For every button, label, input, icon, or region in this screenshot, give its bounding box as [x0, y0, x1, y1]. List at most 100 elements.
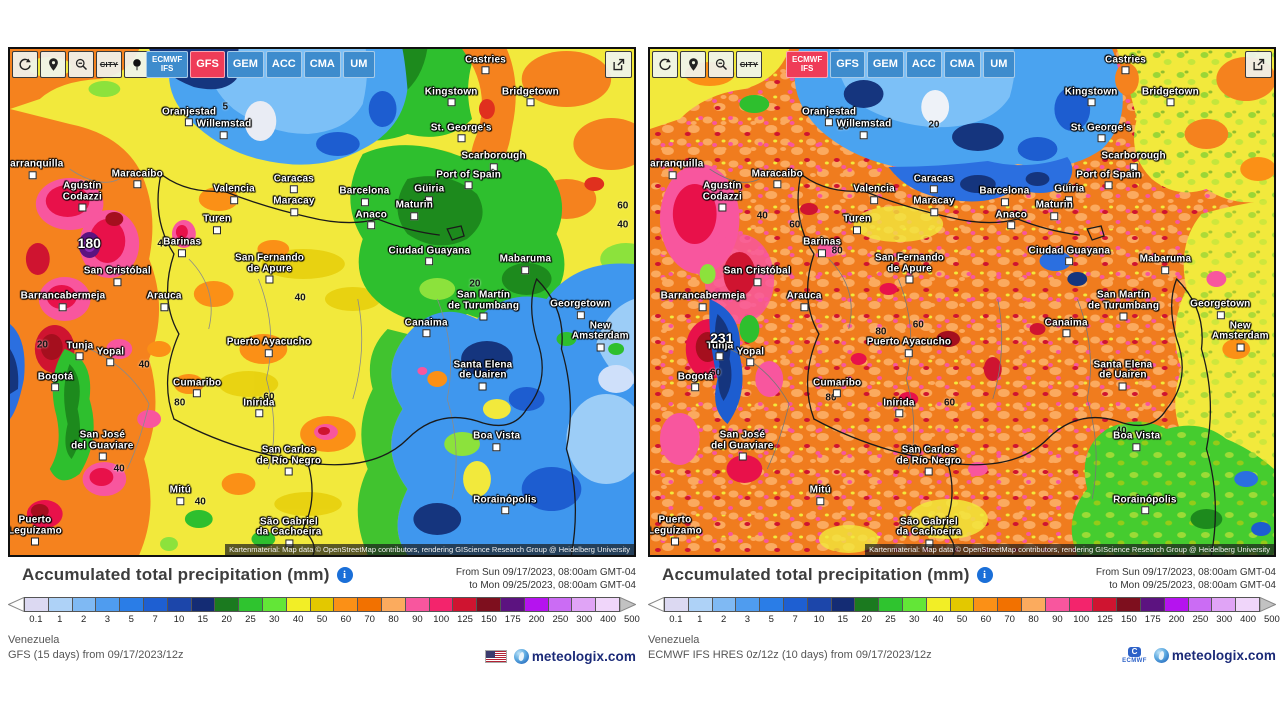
scale-tick-label: 100: [433, 614, 450, 625]
date-from: From Sun 09/17/2023, 08:00am GMT-04: [455, 567, 636, 578]
scale-color-cell: [855, 598, 880, 611]
model-button-gem[interactable]: GEM: [866, 51, 904, 78]
scale-color-cell: [191, 598, 216, 611]
meteologix-logo[interactable]: meteologix.com: [1153, 647, 1276, 663]
scale-color-cell: [902, 598, 927, 611]
scale-tick-label: 70: [364, 614, 375, 625]
model-selector: ECMWF IFS GFS GEM ACC CMA UM: [146, 51, 375, 78]
map-canvas-ecmwf[interactable]: Castries Kingstown Bridgetown St. George's O…: [648, 47, 1276, 557]
scale-color-cell: [1069, 598, 1094, 611]
refresh-button[interactable]: [652, 51, 678, 78]
date-range: From Sun 09/17/2023, 08:00am GMT-04 to M…: [456, 565, 636, 592]
scale-tick-label: 175: [1144, 614, 1161, 625]
map-toolbar: CITY: [12, 51, 150, 78]
model-button-cma[interactable]: CMA: [943, 51, 981, 78]
footer-region: Venezuela: [8, 634, 60, 646]
map-footer: Venezuela GFS (15 days) from 09/17/2023/…: [8, 633, 636, 664]
date-to: to Mon 09/25/2023, 08:00am GMT-04: [469, 580, 636, 591]
zoom-out-icon: [75, 58, 87, 71]
scale-tick-label: 2: [720, 614, 727, 625]
legend-row: Accumulated total precipitation (mm) i F…: [8, 565, 636, 592]
city-toggle-label: CITY: [739, 60, 759, 69]
scale-color-cell: [974, 598, 999, 611]
city-labels-toggle[interactable]: CITY: [96, 51, 122, 78]
location-pin-icon: [688, 58, 698, 71]
scale-tick-label: 300: [1216, 614, 1233, 625]
city-labels-toggle[interactable]: CITY: [736, 51, 762, 78]
map-panel-gfs: Castries Kingstown Bridgetown St. George's O…: [8, 47, 640, 717]
share-button[interactable]: [605, 51, 632, 78]
scale-tick-label: 0.1: [29, 614, 43, 625]
scale-tick-label: 7: [792, 614, 798, 625]
scale-tick-label: 15: [197, 614, 209, 625]
scale-tick-label: 125: [1097, 614, 1113, 625]
map-footer: Venezuela ECMWF IFS HRES 0z/12z (10 days…: [648, 633, 1276, 664]
meteologix-wordmark: meteologix.com: [531, 648, 636, 664]
balloon-button[interactable]: [124, 51, 150, 78]
model-button-ecmwf-ifs[interactable]: ECMWF IFS: [786, 51, 829, 78]
scale-color-cell: [215, 598, 240, 611]
scale-tick-label: 300: [576, 614, 593, 625]
scale-tick-label: 500: [623, 614, 640, 625]
scale-color-cell: [831, 598, 856, 611]
model-button-um[interactable]: UM: [342, 51, 375, 78]
scale-tick-label: 400: [600, 614, 617, 625]
scale-cells: [664, 597, 1260, 612]
scale-color-cell: [286, 598, 311, 611]
scale-tick-label: 80: [1028, 614, 1039, 625]
meteologix-drop-icon: [1153, 647, 1169, 663]
scale-tick-label: 3: [104, 614, 111, 625]
scale-tick-label: 90: [1052, 614, 1063, 625]
scale-cells: [24, 597, 620, 612]
model-button-ecmwf-ifs[interactable]: ECMWF IFS: [146, 51, 189, 78]
scale-color-cell: [167, 598, 192, 611]
location-button[interactable]: [40, 51, 66, 78]
location-button[interactable]: [680, 51, 706, 78]
date-to: to Mon 09/25/2023, 08:00am GMT-04: [1109, 580, 1276, 591]
precipitation-field-gfs: [10, 49, 634, 555]
legend-title: Accumulated total precipitation (mm) i: [648, 565, 993, 585]
zoom-out-button[interactable]: [68, 51, 94, 78]
meteologix-wordmark: meteologix.com: [1171, 647, 1276, 663]
scale-tick-label: 50: [316, 614, 328, 625]
info-icon[interactable]: i: [976, 567, 993, 583]
scale-color-cell: [596, 598, 619, 611]
model-button-gem[interactable]: GEM: [226, 51, 264, 78]
scale-color-cell: [807, 598, 832, 611]
scale-tick-label: 500: [1263, 614, 1280, 625]
model-button-gfs[interactable]: GFS: [190, 51, 225, 78]
refresh-button[interactable]: [12, 51, 38, 78]
scale-tick-label: 20: [221, 614, 232, 625]
map-canvas-gfs[interactable]: Castries Kingstown Bridgetown St. George's O…: [8, 47, 636, 557]
info-icon[interactable]: i: [336, 567, 353, 583]
scale-color-cell: [665, 598, 689, 611]
share-button[interactable]: [1245, 51, 1272, 78]
zoom-out-button[interactable]: [708, 51, 734, 78]
scale-tick-label: 40: [932, 614, 944, 625]
scale-color-cell: [334, 598, 359, 611]
meteologix-logo[interactable]: meteologix.com: [513, 648, 636, 664]
scale-color-cell: [998, 598, 1022, 611]
scale-arrow-left: [8, 597, 24, 612]
color-scale: 0.1 1 2 3 5 7 10 15 20 25 30 40 50 60 70 80 90 100 125 150 1…: [8, 597, 640, 627]
model-button-acc[interactable]: ACC: [265, 51, 302, 78]
model-button-acc[interactable]: ACC: [905, 51, 942, 78]
date-range: From Sun 09/17/2023, 08:00am GMT-04 to M…: [1096, 565, 1276, 592]
scale-tick-label: 20: [861, 614, 872, 625]
scale-color-cell: [500, 598, 525, 611]
model-button-gfs[interactable]: GFS: [830, 51, 865, 78]
model-button-cma[interactable]: CMA: [303, 51, 341, 78]
scale-color-cell: [879, 598, 903, 611]
scale-color-cell: [926, 598, 951, 611]
scale-color-cell: [96, 598, 121, 611]
map-attribution: Kartenmaterial: Map data © OpenStreetMap…: [225, 544, 634, 555]
scale-color-cell: [120, 598, 144, 611]
model-button-um[interactable]: UM: [982, 51, 1015, 78]
scale-tick-label: 1: [697, 614, 703, 625]
ecmwf-logo-text: ECMWF: [1122, 657, 1147, 664]
refresh-icon: [19, 58, 31, 70]
scale-tick-label: 400: [1240, 614, 1257, 625]
scale-color-cell: [572, 598, 597, 611]
map-attribution: Kartenmaterial: Map data © OpenStreetMap…: [865, 544, 1274, 555]
scale-color-cell: [477, 598, 501, 611]
